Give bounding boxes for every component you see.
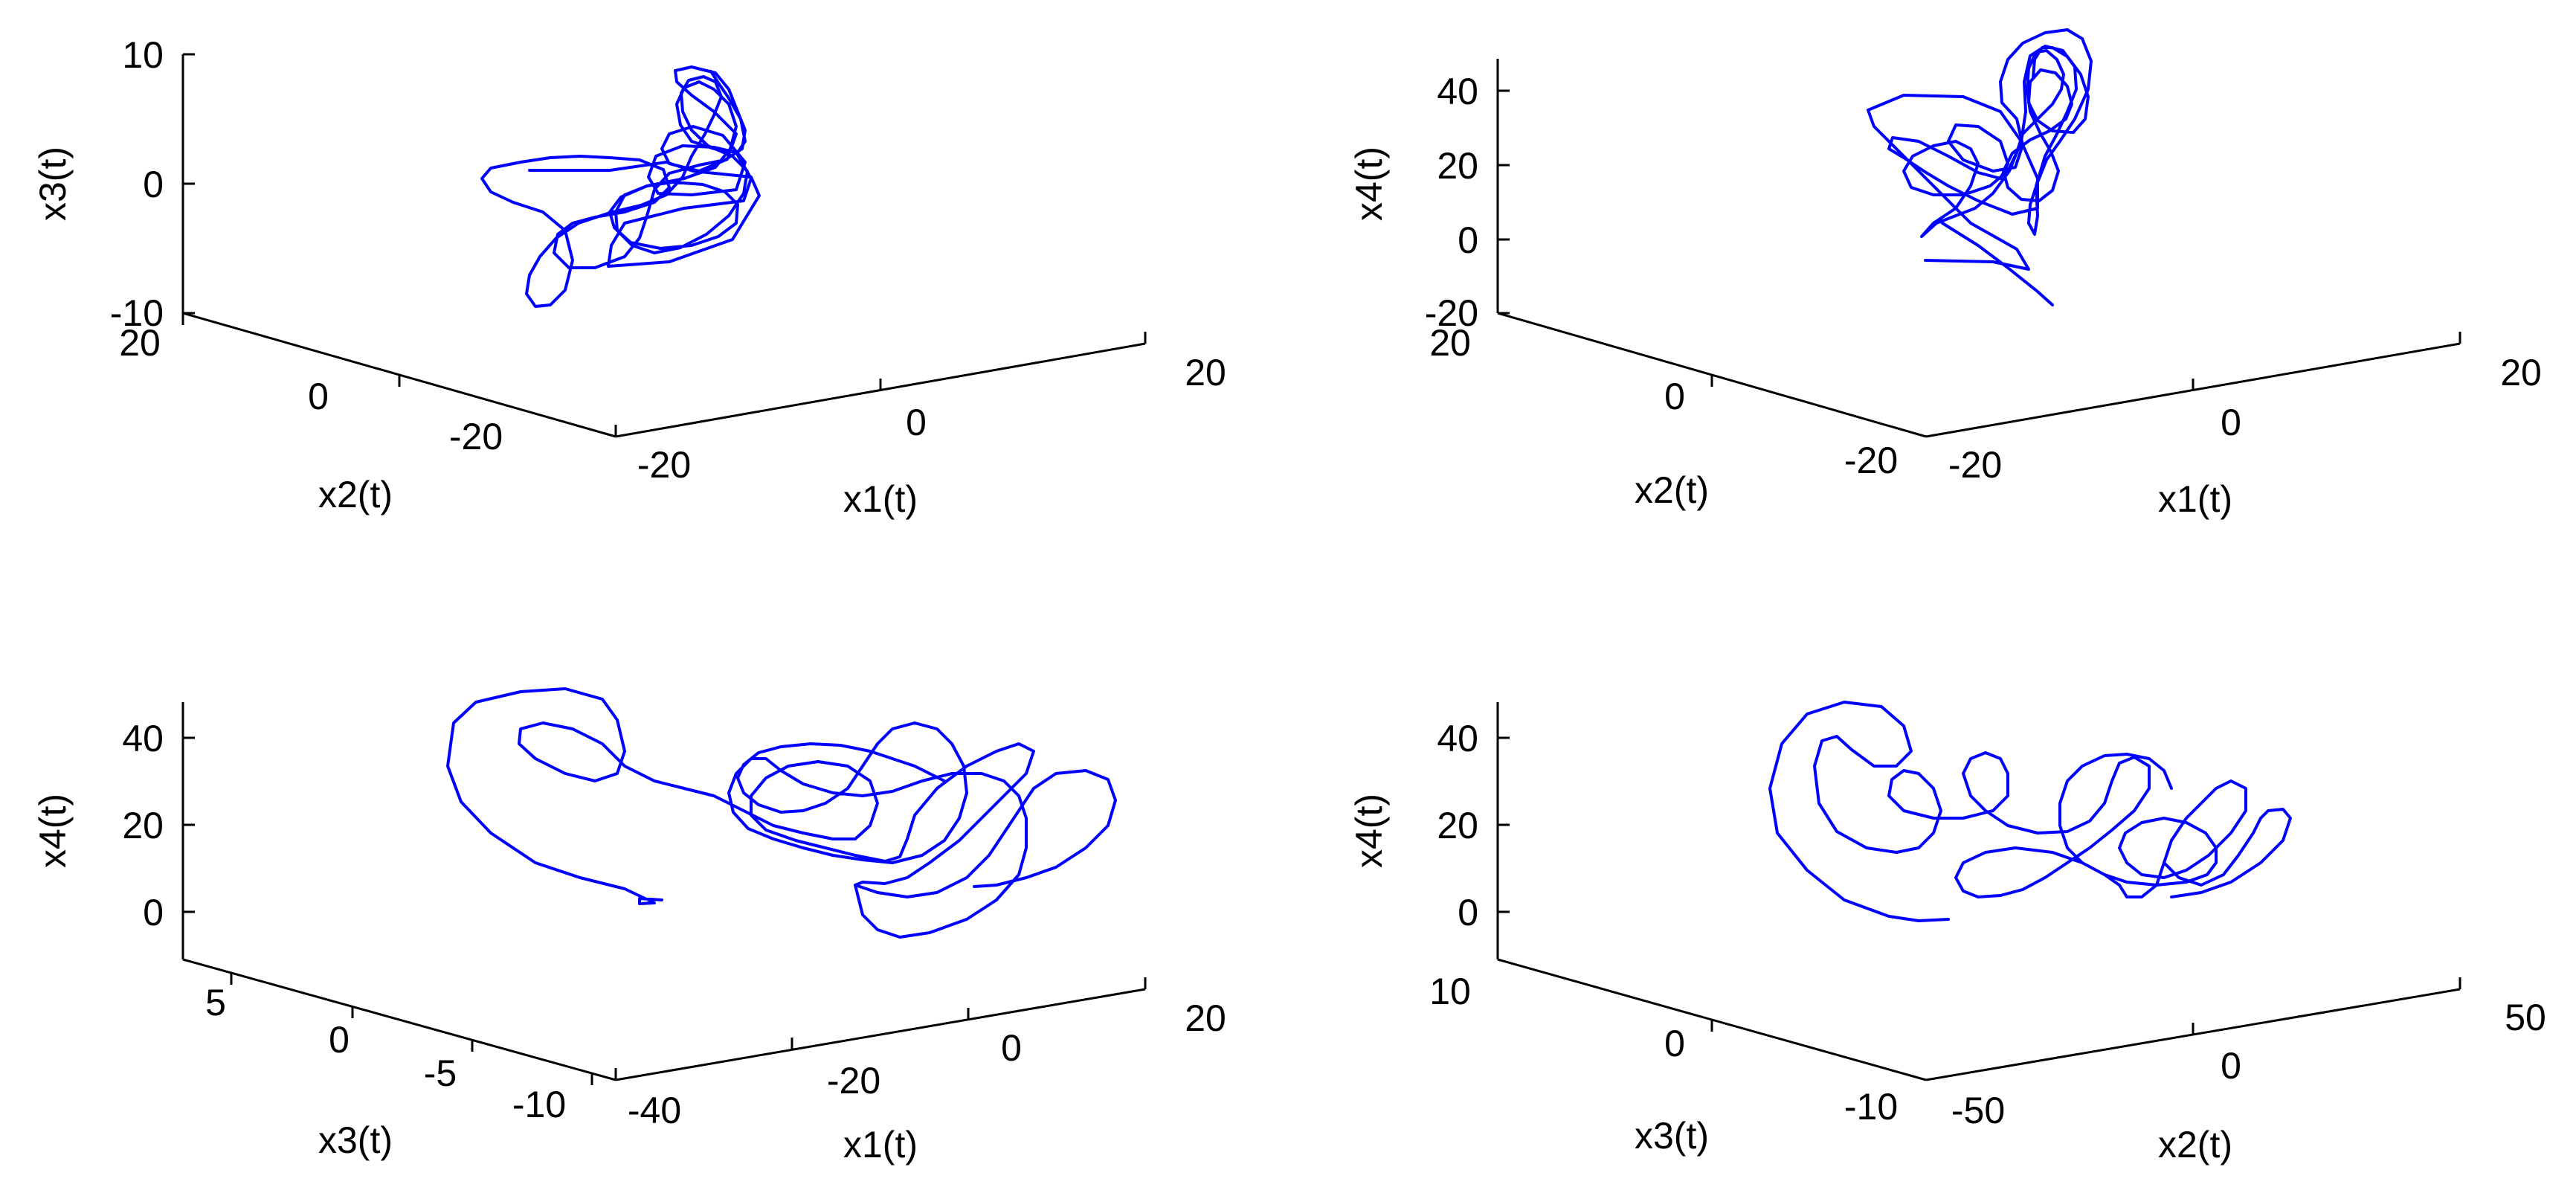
x-tick-label: -20: [1948, 444, 2002, 486]
subplot-1: 10 0 -10 x3(t) 20 0 -20 x2(t) -20 0 20 x…: [32, 34, 1226, 520]
z-axis-label: x4(t): [32, 794, 74, 868]
x-tick-label: 0: [2221, 402, 2241, 443]
x-tick-label: -20: [637, 444, 691, 486]
trajectory-line: [1941, 222, 2054, 306]
x-tick-label: -50: [1951, 1090, 2005, 1131]
y-tick-label: -10: [512, 1084, 566, 1125]
z-axis-label: x3(t): [32, 147, 74, 221]
z-tick-label: -20: [1425, 292, 1478, 334]
x-axis-label: x1(t): [843, 1124, 918, 1165]
z-tick-label: 0: [143, 892, 164, 933]
x-tick-label: 50: [2505, 997, 2546, 1038]
y-axis-label: x2(t): [318, 474, 393, 515]
x-axis-line: [615, 988, 1146, 1081]
z-tick-label: 20: [1437, 145, 1478, 187]
x-axis-label: x1(t): [843, 478, 918, 520]
z-tick-label: 0: [143, 164, 164, 205]
x-tick-label: -40: [628, 1090, 681, 1131]
x-tick-label: 0: [2221, 1045, 2241, 1087]
x-tick-label: -20: [827, 1060, 880, 1102]
trajectory-line: [854, 769, 1117, 898]
z-axis-label: x4(t): [1348, 794, 1390, 868]
z-tick-label: 40: [122, 718, 164, 759]
y-tick-label: -10: [1844, 1086, 1898, 1128]
subplot-3: 40 20 0 x4(t) 5 0 -5 -10 x3(t) -40 -20 0…: [32, 687, 1226, 1165]
z-tick-label: 20: [1437, 805, 1478, 846]
x-tick-label: 20: [1185, 997, 1226, 1039]
trajectory-line: [480, 65, 761, 308]
y-tick-label: 20: [1429, 322, 1471, 364]
y-tick-label: 0: [329, 1019, 350, 1061]
trajectory-line: [2163, 808, 2292, 898]
z-tick-label: 0: [1458, 892, 1478, 933]
x-tick-label: 20: [1185, 352, 1226, 393]
x-axis-label: x2(t): [2158, 1124, 2232, 1165]
trajectory-line: [1768, 701, 2247, 922]
z-tick-label: 40: [1437, 718, 1478, 759]
y-axis-label: x3(t): [318, 1119, 393, 1161]
trajectory-line: [446, 687, 1035, 939]
y-tick-label: 0: [308, 376, 329, 417]
z-axis-label: x4(t): [1348, 147, 1390, 221]
y-tick-label: -20: [449, 416, 503, 457]
z-tick-label: 20: [122, 805, 164, 846]
z-tick-label: -10: [110, 292, 164, 334]
z-tick-label: 10: [122, 34, 164, 76]
x-axis-label: x1(t): [2158, 478, 2232, 520]
x-tick-label: 0: [1001, 1027, 1022, 1069]
y-tick-label: 20: [119, 322, 161, 364]
y-tick-label: 0: [1664, 376, 1685, 417]
y-tick-label: -20: [1844, 440, 1898, 481]
y-tick-label: -5: [424, 1052, 457, 1094]
y-axis-label: x2(t): [1635, 469, 1709, 511]
z-tick-label: 40: [1437, 71, 1478, 112]
trajectory-line: [1867, 28, 2093, 271]
y-tick-label: 10: [1429, 971, 1471, 1012]
y-axis-line: [182, 958, 616, 1081]
subplot-4: 40 20 0 x4(t) 10 0 -10 x3(t) -50 0 50 x2…: [1348, 701, 2546, 1165]
x-tick-label: 20: [2500, 352, 2542, 393]
y-tick-label: 5: [205, 982, 226, 1023]
y-axis-label: x3(t): [1635, 1115, 1709, 1157]
z-tick-label: 0: [1458, 219, 1478, 261]
y-tick-label: 0: [1664, 1023, 1685, 1064]
x-tick-label: 0: [906, 402, 927, 443]
subplot-2: 40 20 0 -20 x4(t) 20 0 -20 x2(t) -20 0 2…: [1348, 28, 2542, 520]
